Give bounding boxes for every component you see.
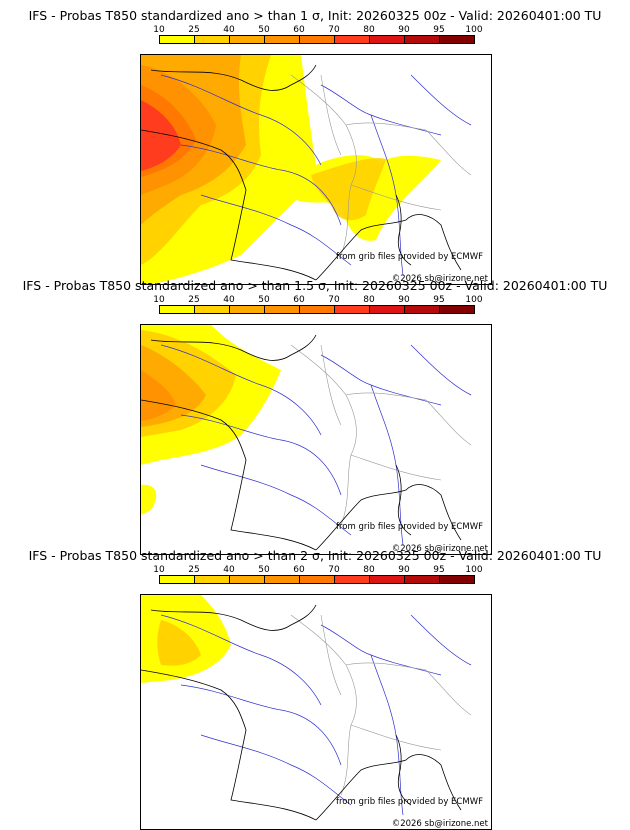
panel-2: IFS - Probas T850 standardized ano > tha… (0, 278, 630, 555)
colorbar-labels: 10 25 40 50 60 70 80 90 95 100 (140, 565, 483, 575)
colorbar-swatch (405, 36, 440, 43)
colorbar-swatch (195, 306, 230, 313)
source-credit: from grib files provided by ECMWF (336, 252, 483, 262)
prob-area-10-south (141, 484, 157, 515)
colorbar-tick: 50 (258, 295, 270, 305)
colorbar-swatch (370, 576, 405, 583)
colorbar-swatch (195, 36, 230, 43)
colorbar-tick: 70 (328, 295, 340, 305)
copyright: ©2026 sb@irizone.net (392, 544, 489, 554)
colorbar-tick: 60 (293, 295, 305, 305)
probability-map: from grib files provided by ECMWF ©2026 … (140, 594, 492, 830)
colorbar-tick: 80 (363, 25, 375, 35)
river-lines (160, 614, 472, 816)
colorbar-swatch (265, 306, 300, 313)
colorbar-tick: 40 (223, 25, 235, 35)
probability-map: from grib files provided by ECMWF ©2026 … (140, 324, 492, 555)
colorbar-tick: 100 (465, 25, 483, 35)
colorbar-swatch (370, 306, 405, 313)
admin-borders (290, 344, 472, 526)
colorbar-tick: 25 (188, 25, 200, 35)
colorbar (159, 35, 475, 44)
colorbar-swatch (405, 576, 440, 583)
colorbar-tick: 50 (258, 565, 270, 575)
colorbar-swatch (440, 36, 474, 43)
panel-title: IFS - Probas T850 standardized ano > tha… (28, 548, 602, 563)
colorbar-labels: 10 25 40 50 60 70 80 90 95 100 (140, 25, 483, 35)
colorbar-swatch (265, 36, 300, 43)
admin-borders (290, 614, 472, 796)
colorbar-swatch (440, 306, 474, 313)
colorbar-tick: 10 (153, 25, 165, 35)
panel-title: IFS - Probas T850 standardized ano > tha… (28, 8, 602, 23)
colorbar-tick: 60 (293, 25, 305, 35)
colorbar-tick: 90 (398, 295, 410, 305)
river-lines (160, 344, 472, 546)
colorbar-swatch (370, 36, 405, 43)
colorbar-tick: 25 (188, 295, 200, 305)
panel-title: IFS - Probas T850 standardized ano > tha… (22, 278, 608, 293)
prob-area-50 (141, 370, 176, 421)
colorbar-tick: 95 (433, 295, 445, 305)
river-lines (160, 74, 472, 276)
colorbar-tick: 80 (363, 565, 375, 575)
copyright: ©2026 sb@irizone.net (392, 819, 489, 829)
coastlines (141, 334, 462, 551)
map-graphic: from grib files provided by ECMWF ©2026 … (141, 55, 489, 284)
source-credit: from grib files provided by ECMWF (336, 522, 483, 532)
prob-area-70 (141, 100, 181, 171)
colorbar-tick: 40 (223, 565, 235, 575)
copyright: ©2026 sb@irizone.net (392, 274, 489, 284)
coastlines (141, 64, 462, 281)
colorbar-swatch (230, 36, 265, 43)
colorbar-tick: 95 (433, 565, 445, 575)
colorbar-swatch (405, 306, 440, 313)
colorbar-tick: 40 (223, 295, 235, 305)
colorbar-swatch (230, 306, 265, 313)
colorbar-tick: 95 (433, 25, 445, 35)
colorbar (159, 305, 475, 314)
prob-area-10-east (311, 158, 386, 221)
colorbar-tick: 90 (398, 565, 410, 575)
colorbar-swatch (300, 306, 335, 313)
colorbar-swatch (160, 576, 195, 583)
colorbar-swatch (300, 576, 335, 583)
colorbar-tick: 70 (328, 565, 340, 575)
colorbar (159, 575, 475, 584)
colorbar-tick: 90 (398, 25, 410, 35)
colorbar-tick: 80 (363, 295, 375, 305)
colorbar-tick: 100 (465, 295, 483, 305)
panel-3: IFS - Probas T850 standardized ano > tha… (0, 548, 630, 830)
colorbar-tick: 70 (328, 25, 340, 35)
colorbar-swatch (335, 306, 370, 313)
prob-area-25 (157, 620, 201, 666)
coastlines (141, 604, 462, 821)
map-graphic: from grib files provided by ECMWF ©2026 … (141, 325, 489, 554)
source-credit: from grib files provided by ECMWF (336, 797, 483, 807)
colorbar-tick: 60 (293, 565, 305, 575)
colorbar-swatch (440, 576, 474, 583)
colorbar-swatch (335, 576, 370, 583)
colorbar-swatch (160, 306, 195, 313)
colorbar-tick: 50 (258, 25, 270, 35)
colorbar-swatch (335, 36, 370, 43)
colorbar-labels: 10 25 40 50 60 70 80 90 95 100 (140, 295, 483, 305)
colorbar-swatch (230, 576, 265, 583)
admin-borders (290, 74, 472, 256)
colorbar-tick: 10 (153, 565, 165, 575)
colorbar-tick: 25 (188, 565, 200, 575)
colorbar-tick: 10 (153, 295, 165, 305)
colorbar-swatch (265, 576, 300, 583)
colorbar-swatch (160, 36, 195, 43)
probability-map: from grib files provided by ECMWF ©2026 … (140, 54, 492, 285)
colorbar-tick: 100 (465, 565, 483, 575)
colorbar-swatch (195, 576, 230, 583)
colorbar-swatch (300, 36, 335, 43)
panel-1: IFS - Probas T850 standardized ano > tha… (0, 8, 630, 285)
map-graphic: from grib files provided by ECMWF ©2026 … (141, 595, 489, 829)
